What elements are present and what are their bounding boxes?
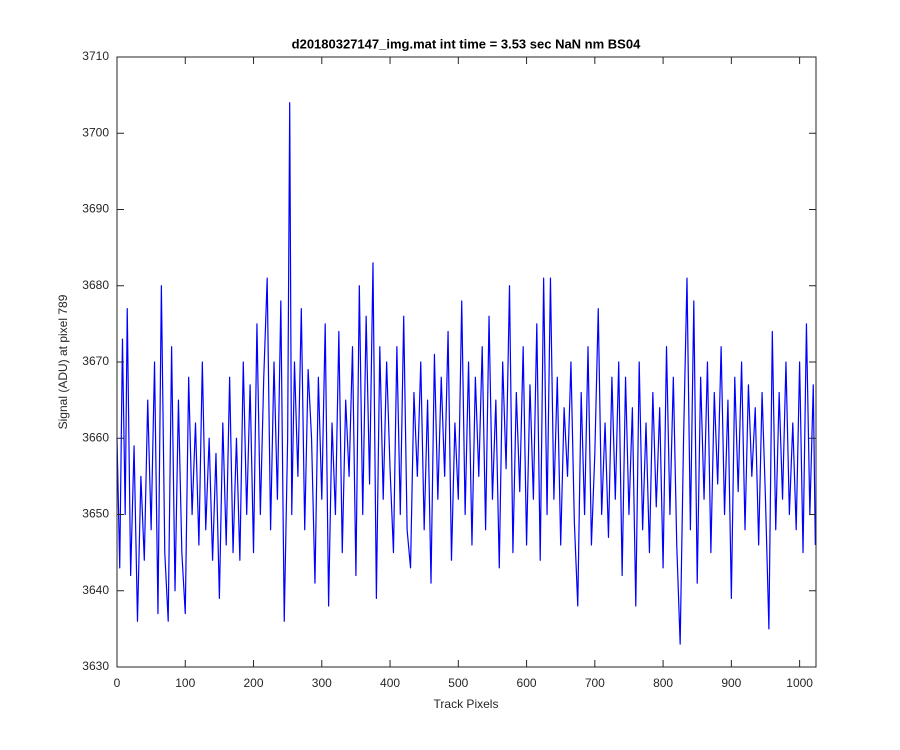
x-tick-label: 500 — [448, 676, 468, 690]
y-tick-label: 3630 — [82, 659, 109, 673]
x-axis-label: Track Pixels — [434, 697, 499, 711]
x-tick-label: 300 — [312, 676, 332, 690]
y-tick-label: 3660 — [82, 430, 109, 444]
x-tick-label: 400 — [380, 676, 400, 690]
x-tick-label: 200 — [244, 676, 264, 690]
y-tick-label: 3670 — [82, 354, 109, 368]
y-axis-label: Signal (ADU) at pixel 789 — [56, 294, 70, 429]
data-line — [116, 102, 816, 645]
x-tick-label: 800 — [653, 676, 673, 690]
x-tick-label: 0 — [114, 676, 121, 690]
chart-title: d20180327147_img.mat int time = 3.53 sec… — [292, 36, 641, 51]
y-tick-label: 3700 — [82, 125, 109, 139]
x-tick-label: 900 — [721, 676, 741, 690]
y-tick-label: 3640 — [82, 583, 109, 597]
x-tick-label: 100 — [175, 676, 195, 690]
x-tick-label: 1000 — [786, 676, 813, 690]
y-tick-label: 3690 — [82, 202, 109, 216]
y-tick-label: 3650 — [82, 507, 109, 521]
y-tick-label: 3680 — [82, 278, 109, 292]
x-tick-label: 600 — [517, 676, 537, 690]
x-tick-label: 700 — [585, 676, 605, 690]
y-tick-label: 3710 — [82, 49, 109, 63]
